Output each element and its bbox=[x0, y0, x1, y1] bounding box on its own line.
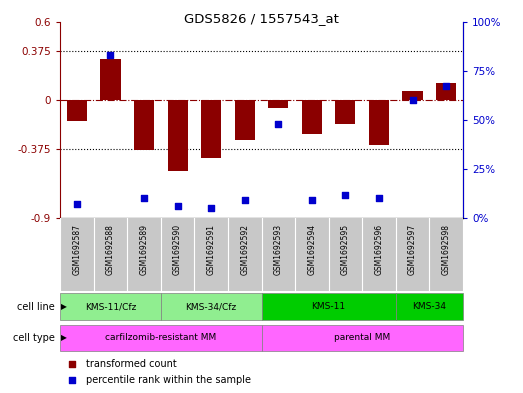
Text: GSM1692592: GSM1692592 bbox=[240, 224, 249, 275]
Text: GSM1692588: GSM1692588 bbox=[106, 224, 115, 275]
Bar bbox=[396, 293, 463, 320]
Point bbox=[207, 205, 215, 211]
Text: GSM1692590: GSM1692590 bbox=[173, 224, 182, 275]
Text: cell type: cell type bbox=[13, 333, 55, 343]
Bar bbox=[60, 293, 161, 320]
Text: percentile rank within the sample: percentile rank within the sample bbox=[86, 375, 252, 385]
Bar bbox=[235, 100, 255, 140]
Text: KMS-34/Cfz: KMS-34/Cfz bbox=[186, 302, 237, 311]
Bar bbox=[369, 100, 389, 145]
Point bbox=[174, 203, 182, 209]
Point bbox=[241, 197, 249, 204]
Text: cell line: cell line bbox=[17, 301, 55, 312]
Point bbox=[106, 52, 115, 58]
Bar bbox=[335, 100, 356, 124]
Bar bbox=[60, 325, 262, 351]
Bar bbox=[134, 100, 154, 150]
Bar bbox=[268, 100, 288, 108]
Point bbox=[140, 195, 148, 202]
Text: KMS-11/Cfz: KMS-11/Cfz bbox=[85, 302, 136, 311]
Text: GSM1692596: GSM1692596 bbox=[374, 224, 383, 275]
Text: carfilzomib-resistant MM: carfilzomib-resistant MM bbox=[105, 334, 217, 342]
Bar bbox=[262, 325, 463, 351]
Point bbox=[73, 201, 81, 208]
Bar bbox=[67, 100, 87, 121]
Text: GSM1692595: GSM1692595 bbox=[341, 224, 350, 275]
Text: GSM1692591: GSM1692591 bbox=[207, 224, 215, 275]
Point bbox=[274, 121, 282, 127]
Bar bbox=[201, 100, 221, 158]
Point bbox=[68, 377, 76, 384]
Text: KMS-11: KMS-11 bbox=[312, 302, 346, 311]
Point bbox=[308, 197, 316, 204]
Point bbox=[442, 83, 450, 90]
Bar bbox=[436, 83, 456, 100]
Bar bbox=[262, 293, 396, 320]
Bar bbox=[302, 100, 322, 134]
Text: GSM1692589: GSM1692589 bbox=[140, 224, 149, 275]
Text: transformed count: transformed count bbox=[86, 358, 177, 369]
Bar bbox=[100, 59, 120, 100]
Point bbox=[408, 97, 417, 103]
Point bbox=[341, 191, 349, 198]
Bar bbox=[167, 100, 188, 171]
Text: GSM1692597: GSM1692597 bbox=[408, 224, 417, 275]
Text: GSM1692598: GSM1692598 bbox=[441, 224, 451, 275]
Bar bbox=[403, 91, 423, 100]
Text: GSM1692587: GSM1692587 bbox=[72, 224, 82, 275]
Bar bbox=[161, 293, 262, 320]
Point bbox=[68, 360, 76, 367]
Text: GSM1692594: GSM1692594 bbox=[308, 224, 316, 275]
Text: ▶: ▶ bbox=[61, 334, 66, 342]
Text: parental MM: parental MM bbox=[334, 334, 390, 342]
Text: ▶: ▶ bbox=[61, 302, 66, 311]
Text: GSM1692593: GSM1692593 bbox=[274, 224, 283, 275]
Text: GDS5826 / 1557543_at: GDS5826 / 1557543_at bbox=[184, 12, 339, 25]
Text: KMS-34: KMS-34 bbox=[412, 302, 446, 311]
Point bbox=[375, 195, 383, 202]
